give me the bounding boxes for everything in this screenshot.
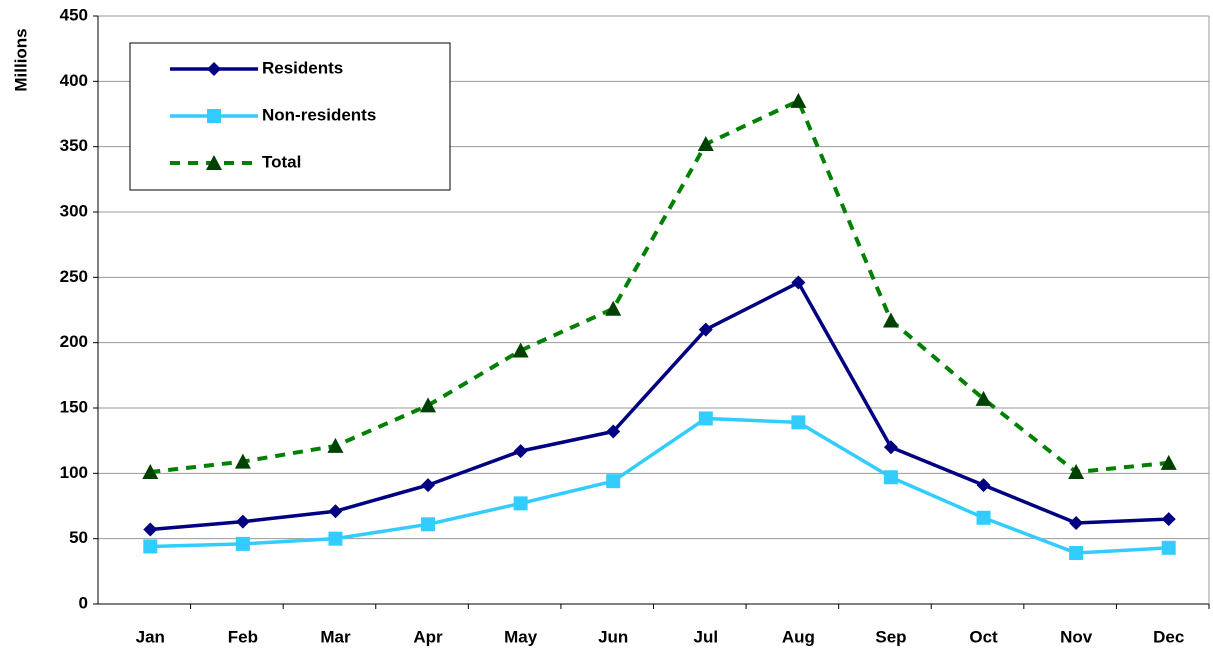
x-tick-label: Nov bbox=[1060, 627, 1093, 646]
marker bbox=[791, 275, 806, 290]
marker bbox=[421, 517, 436, 532]
marker bbox=[791, 415, 806, 430]
marker bbox=[235, 536, 250, 551]
marker bbox=[206, 155, 222, 170]
x-tick-label: Apr bbox=[413, 627, 443, 646]
y-tick-label: 200 bbox=[60, 332, 88, 351]
marker bbox=[143, 539, 158, 554]
marker bbox=[698, 322, 713, 337]
marker bbox=[606, 474, 621, 489]
y-axis-label: Millions bbox=[11, 28, 30, 91]
x-tick-label: Dec bbox=[1153, 627, 1184, 646]
marker bbox=[143, 522, 158, 537]
x-tick-label: Oct bbox=[969, 627, 998, 646]
legend-label: Non-residents bbox=[262, 105, 376, 124]
marker bbox=[1069, 515, 1084, 530]
legend-label: Total bbox=[262, 152, 301, 171]
marker bbox=[1068, 464, 1085, 480]
y-tick-label: 300 bbox=[60, 201, 88, 220]
marker bbox=[1160, 454, 1177, 470]
marker bbox=[698, 411, 713, 426]
marker bbox=[142, 464, 159, 480]
legend-label: Residents bbox=[262, 58, 343, 77]
marker bbox=[513, 496, 528, 511]
marker bbox=[976, 478, 991, 493]
marker bbox=[327, 437, 344, 453]
y-tick-label: 100 bbox=[60, 463, 88, 482]
marker bbox=[1161, 540, 1176, 555]
x-tick-label: Jan bbox=[136, 627, 165, 646]
marker bbox=[207, 109, 221, 123]
marker bbox=[883, 470, 898, 485]
marker bbox=[420, 397, 437, 413]
marker bbox=[234, 453, 251, 469]
series-line bbox=[150, 98, 1169, 475]
series-line bbox=[150, 416, 1169, 555]
x-tick-label: Feb bbox=[228, 627, 258, 646]
marker bbox=[207, 62, 221, 76]
series-line bbox=[150, 280, 1169, 532]
marker bbox=[606, 424, 621, 439]
x-tick-label: Sep bbox=[875, 627, 906, 646]
marker bbox=[328, 531, 343, 546]
x-tick-label: Jun bbox=[598, 627, 628, 646]
y-tick-label: 50 bbox=[69, 528, 88, 547]
marker bbox=[1161, 512, 1176, 527]
y-tick-label: 0 bbox=[79, 593, 88, 612]
marker bbox=[235, 514, 250, 529]
marker bbox=[790, 92, 807, 108]
y-tick-label: 150 bbox=[60, 397, 88, 416]
marker bbox=[328, 504, 343, 519]
x-tick-label: Aug bbox=[782, 627, 815, 646]
y-tick-label: 350 bbox=[60, 136, 88, 155]
x-tick-label: Jul bbox=[694, 627, 719, 646]
marker bbox=[975, 390, 992, 406]
marker bbox=[697, 136, 714, 152]
x-tick-label: May bbox=[504, 627, 538, 646]
y-tick-label: 250 bbox=[60, 267, 88, 286]
marker bbox=[1069, 546, 1084, 561]
marker bbox=[513, 444, 528, 459]
y-tick-label: 400 bbox=[60, 71, 88, 90]
marker bbox=[883, 440, 898, 455]
x-tick-label: Mar bbox=[320, 627, 351, 646]
marker bbox=[605, 300, 622, 316]
y-tick-label: 450 bbox=[60, 5, 88, 24]
marker bbox=[882, 312, 899, 328]
marker bbox=[421, 478, 436, 493]
marker bbox=[512, 342, 529, 358]
marker bbox=[976, 510, 991, 525]
